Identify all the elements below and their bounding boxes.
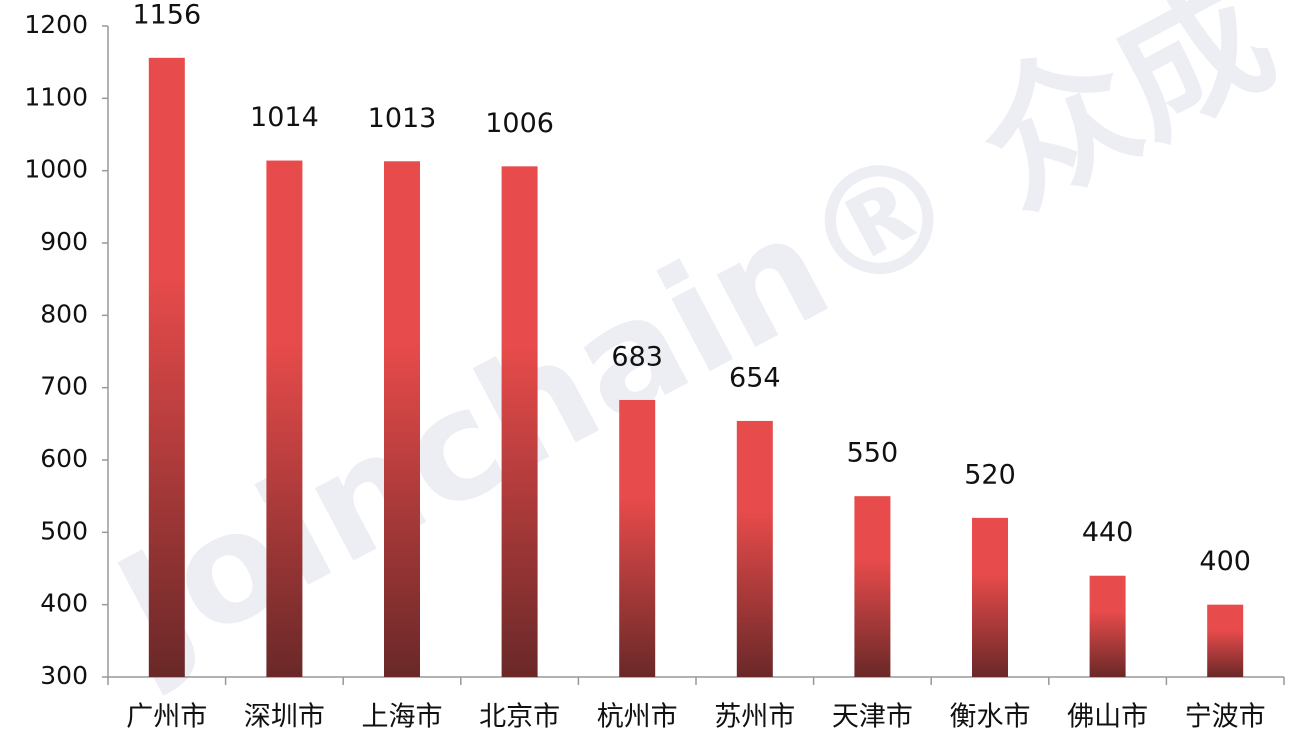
y-tick-label: 400 — [40, 589, 88, 618]
data-label: 440 — [1082, 517, 1134, 548]
data-label: 683 — [611, 341, 663, 372]
data-label: 400 — [1199, 546, 1251, 577]
y-tick-label: 500 — [40, 516, 88, 545]
y-tick-label: 600 — [40, 444, 88, 473]
data-label: 1014 — [250, 102, 319, 133]
y-tick-label: 900 — [40, 227, 88, 256]
bar — [736, 420, 773, 677]
y-tick-label: 1000 — [24, 155, 88, 184]
x-tick-label: 北京市 — [479, 702, 560, 733]
bar — [1207, 604, 1244, 677]
bar — [854, 496, 891, 677]
x-tick-label: 深圳市 — [244, 702, 325, 733]
x-tick-label: 杭州市 — [597, 702, 678, 733]
y-tick-label: 300 — [40, 661, 88, 690]
bar — [384, 161, 420, 678]
bar — [972, 517, 1008, 677]
y-tick-label: 1200 — [24, 10, 88, 39]
data-label: 520 — [964, 459, 1016, 490]
x-tick-label: 天津市 — [832, 702, 913, 733]
x-tick-label: 广州市 — [126, 702, 207, 733]
data-label: 1013 — [368, 103, 437, 134]
bar — [1089, 575, 1126, 677]
bar — [148, 57, 185, 678]
x-tick-label: 衡水市 — [950, 702, 1031, 733]
data-label: 1006 — [485, 108, 554, 139]
bar — [619, 399, 656, 677]
bar — [501, 166, 538, 677]
x-tick-label: 上海市 — [362, 702, 443, 733]
x-tick-label: 苏州市 — [714, 702, 795, 733]
x-tick-label: 宁波市 — [1185, 702, 1266, 733]
bar — [266, 160, 303, 678]
data-label: 1156 — [132, 0, 201, 30]
x-tick-label: 佛山市 — [1067, 702, 1148, 733]
y-tick-label: 700 — [40, 372, 88, 401]
data-label: 654 — [729, 362, 781, 393]
y-tick-label: 1100 — [24, 82, 88, 111]
data-label: 550 — [847, 438, 899, 469]
y-tick-label: 800 — [40, 299, 88, 328]
